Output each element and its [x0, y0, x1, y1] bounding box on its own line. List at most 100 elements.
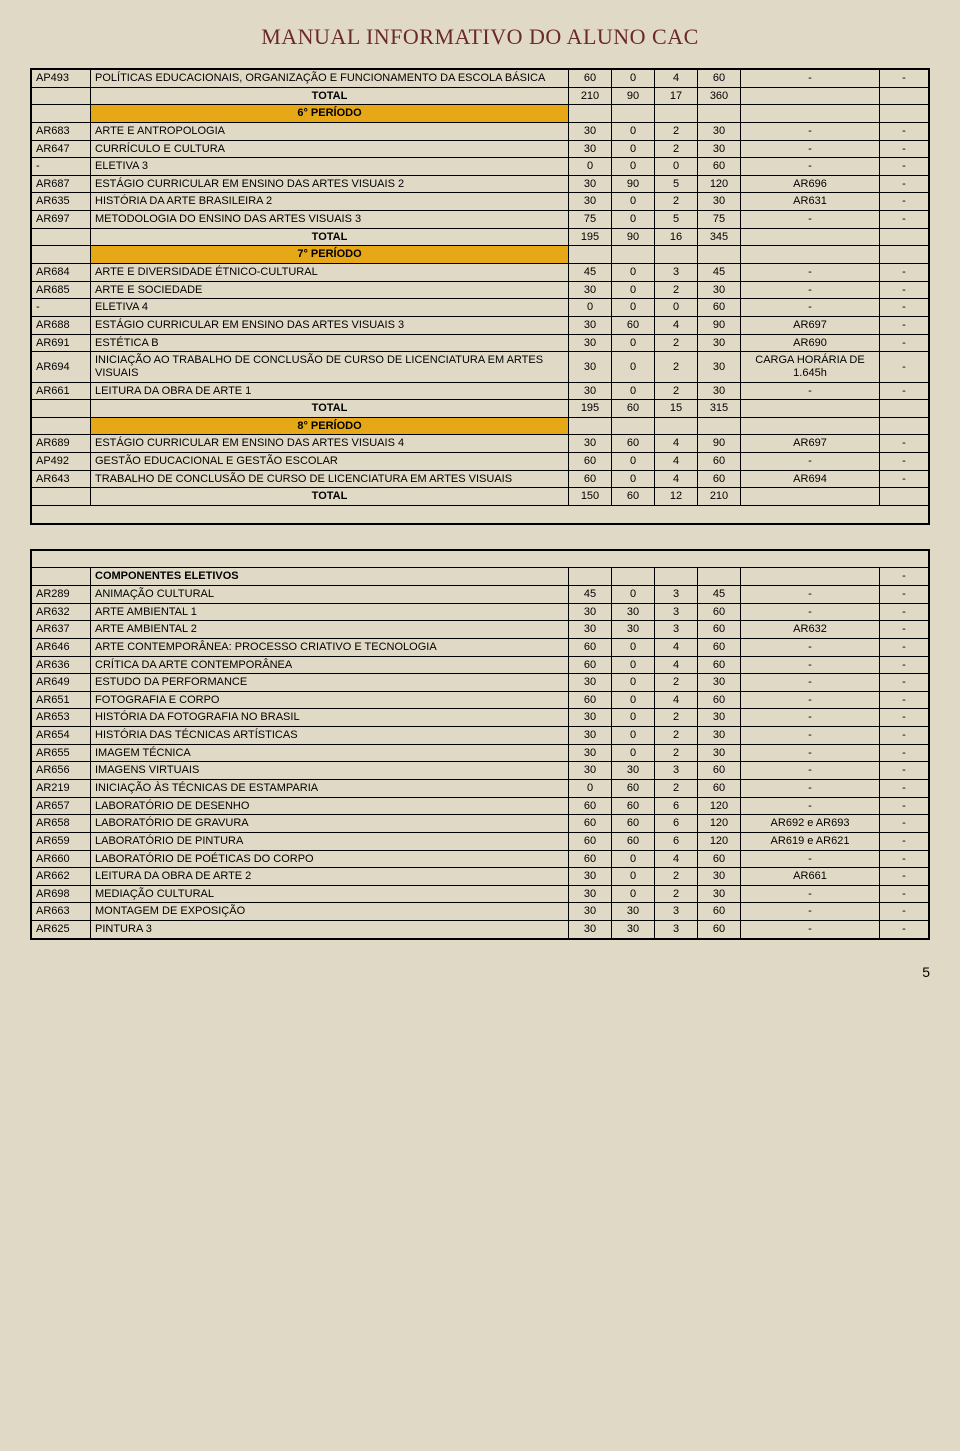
cell-num: 3 — [655, 762, 698, 780]
cell-code: AR656 — [31, 762, 91, 780]
cell-code: AR661 — [31, 382, 91, 400]
page-title: MANUAL INFORMATIVO DO ALUNO CAC — [30, 24, 930, 50]
cell-num: 4 — [655, 656, 698, 674]
cell-num: 2 — [655, 281, 698, 299]
cell-req2: - — [880, 779, 930, 797]
cell-num: 210 — [698, 488, 741, 506]
cell-desc: METODOLOGIA DO ENSINO DAS ARTES VISUAIS … — [91, 211, 569, 229]
cell-num: 60 — [569, 815, 612, 833]
cell-desc: ESTUDO DA PERFORMANCE — [91, 674, 569, 692]
cell-code: AR637 — [31, 621, 91, 639]
cell-total-label: TOTAL — [91, 400, 569, 418]
cell-num: 3 — [655, 921, 698, 939]
cell-code: AR662 — [31, 868, 91, 886]
cell-num: 0 — [612, 585, 655, 603]
cell-code — [31, 87, 91, 105]
cell-num: 30 — [569, 122, 612, 140]
table-row: AP493POLÍTICAS EDUCACIONAIS, ORGANIZAÇÃO… — [31, 69, 929, 87]
cell-code — [31, 400, 91, 418]
cell-code: AR687 — [31, 175, 91, 193]
cell-num: 30 — [612, 603, 655, 621]
cell-code: AR684 — [31, 264, 91, 282]
cell-num: 0 — [612, 709, 655, 727]
blank-row — [31, 506, 929, 524]
cell-num: 45 — [569, 585, 612, 603]
cell-num: 30 — [569, 334, 612, 352]
cell-num: 0 — [569, 158, 612, 176]
table-row: AR694INICIAÇÃO AO TRABALHO DE CONCLUSÃO … — [31, 352, 929, 382]
cell-req2: - — [880, 122, 930, 140]
cell-desc: ESTÁGIO CURRICULAR EM ENSINO DAS ARTES V… — [91, 175, 569, 193]
cell-req2: - — [880, 453, 930, 471]
cell-code: AR646 — [31, 638, 91, 656]
cell-num: 60 — [698, 470, 741, 488]
cell-req: - — [741, 691, 880, 709]
cell-req: - — [741, 638, 880, 656]
cell-num: 30 — [569, 603, 612, 621]
cell-num: 30 — [612, 762, 655, 780]
cell-num: 3 — [655, 264, 698, 282]
cell-num: 90 — [698, 435, 741, 453]
table-row: AR698MEDIAÇÃO CULTURAL300230-- — [31, 885, 929, 903]
cell-num: 30 — [698, 334, 741, 352]
cell-desc: IMAGENS VIRTUAIS — [91, 762, 569, 780]
cell-num: 120 — [698, 797, 741, 815]
cell-num: 150 — [569, 488, 612, 506]
cell-desc: LEITURA DA OBRA DE ARTE 2 — [91, 868, 569, 886]
cell-req2: - — [880, 709, 930, 727]
cell-num: 5 — [655, 211, 698, 229]
cell-code — [31, 246, 91, 264]
cell-num: 17 — [655, 87, 698, 105]
cell-num: 2 — [655, 709, 698, 727]
cell-num: 45 — [569, 264, 612, 282]
cell-req: - — [741, 122, 880, 140]
cell-code: AR653 — [31, 709, 91, 727]
cell-req2: - — [880, 211, 930, 229]
cell-num: 30 — [698, 193, 741, 211]
cell-req: AR619 e AR621 — [741, 832, 880, 850]
cell-blank — [741, 246, 880, 264]
cell-num: 0 — [612, 656, 655, 674]
cell-code: AR632 — [31, 603, 91, 621]
table-row: AR660LABORATÓRIO DE POÉTICAS DO CORPO600… — [31, 850, 929, 868]
page-number: 5 — [30, 964, 930, 980]
cell-num: 0 — [612, 69, 655, 87]
cell-code: AR651 — [31, 691, 91, 709]
cell-desc: HISTÓRIA DA ARTE BRASILEIRA 2 — [91, 193, 569, 211]
cell-req2: - — [880, 797, 930, 815]
cell-num: 0 — [612, 850, 655, 868]
cell-req: - — [741, 921, 880, 939]
cell-blank — [698, 105, 741, 123]
cell-num: 2 — [655, 885, 698, 903]
electives-header: COMPONENTES ELETIVOS — [91, 568, 569, 586]
cell-num: 60 — [612, 488, 655, 506]
cell-req2: - — [880, 281, 930, 299]
cell-num: 30 — [698, 281, 741, 299]
cell-blank — [612, 246, 655, 264]
table-row: AR655IMAGEM TÉCNICA300230-- — [31, 744, 929, 762]
table-row: AR643TRABALHO DE CONCLUSÃO DE CURSO DE L… — [31, 470, 929, 488]
cell-num: 60 — [612, 316, 655, 334]
cell-code — [31, 568, 91, 586]
cell-code: AR219 — [31, 779, 91, 797]
cell-code: AR643 — [31, 470, 91, 488]
cell-blank — [655, 246, 698, 264]
cell-desc: ARTE AMBIENTAL 1 — [91, 603, 569, 621]
cell-req2 — [880, 488, 930, 506]
cell-num: 0 — [612, 885, 655, 903]
cell-num: 4 — [655, 435, 698, 453]
table-row: AR687ESTÁGIO CURRICULAR EM ENSINO DAS AR… — [31, 175, 929, 193]
cell-req2: - — [880, 382, 930, 400]
cell-num: 3 — [655, 621, 698, 639]
cell-num: 6 — [655, 797, 698, 815]
cell-num: 0 — [655, 158, 698, 176]
table-row: AR654HISTÓRIA DAS TÉCNICAS ARTÍSTICAS300… — [31, 727, 929, 745]
cell-num: 2 — [655, 122, 698, 140]
cell-req: - — [741, 603, 880, 621]
table-row: AR691ESTÉTICA B300230AR690- — [31, 334, 929, 352]
cell-num: 60 — [698, 779, 741, 797]
cell-req2: - — [880, 727, 930, 745]
cell-num — [655, 568, 698, 586]
cell-code: - — [31, 158, 91, 176]
cell-num: 60 — [612, 400, 655, 418]
